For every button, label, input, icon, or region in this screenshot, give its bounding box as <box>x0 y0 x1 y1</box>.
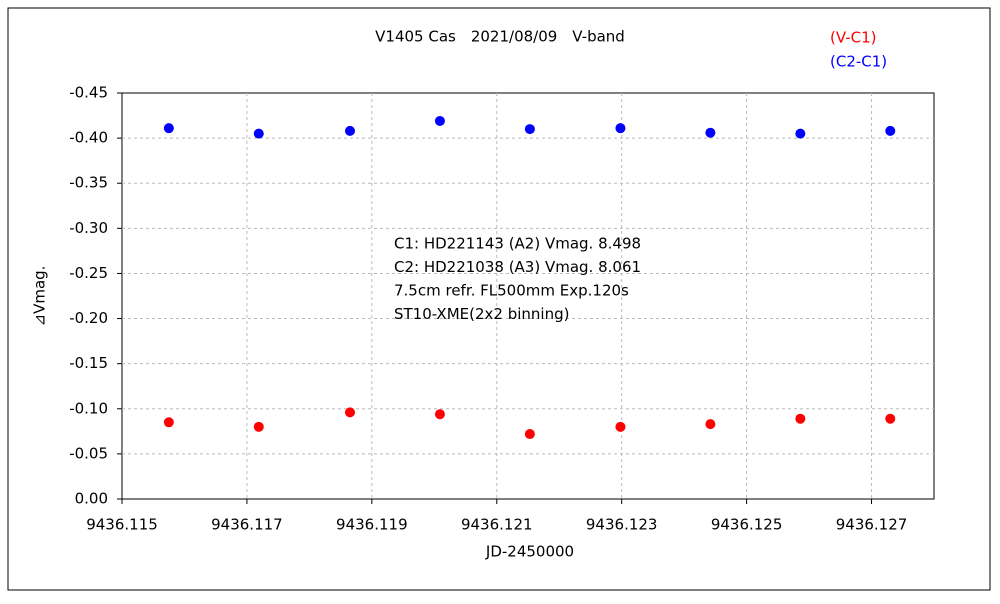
x-tick-label: 9436.125 <box>711 516 783 534</box>
legend-entry: (V-C1) <box>830 29 877 47</box>
legend-entry: (C2-C1) <box>830 53 887 71</box>
x-tick-label: 9436.121 <box>461 516 533 534</box>
y-tick-label: -0.15 <box>69 354 108 372</box>
y-axis-label: ⊿Vmag. <box>31 266 49 327</box>
y-tick-label: -0.25 <box>69 264 108 282</box>
data-point <box>524 124 535 135</box>
data-point <box>795 128 806 139</box>
y-tick-label: -0.30 <box>69 219 108 237</box>
data-point <box>163 417 174 428</box>
x-tick-label: 9436.117 <box>211 516 283 534</box>
data-point <box>253 421 264 432</box>
y-tick-label: -0.45 <box>69 84 108 102</box>
y-tick-label: -0.05 <box>69 444 108 462</box>
x-tick-label: 9436.127 <box>836 516 908 534</box>
y-tick-label: -0.35 <box>69 174 108 192</box>
data-point <box>344 125 355 136</box>
data-point <box>885 413 896 424</box>
data-point <box>705 419 716 430</box>
annotation: C1: HD221143 (A2) Vmag. 8.498 <box>394 235 641 253</box>
y-tick-label: -0.10 <box>69 399 108 417</box>
data-point <box>524 429 535 440</box>
annotation: 7.5cm refr. FL500mm Exp.120s <box>394 282 629 300</box>
data-point <box>615 123 626 134</box>
data-point <box>615 421 626 432</box>
y-tick-label: -0.40 <box>69 129 108 147</box>
data-point <box>253 128 264 139</box>
y-tick-label: 0.00 <box>75 490 108 508</box>
x-tick-label: 9436.123 <box>586 516 658 534</box>
annotation: C2: HD221038 (A3) Vmag. 8.061 <box>394 258 641 276</box>
x-tick-label: 9436.115 <box>86 516 158 534</box>
data-point <box>885 125 896 136</box>
data-point <box>795 413 806 424</box>
data-point <box>163 123 174 134</box>
data-point <box>434 409 445 420</box>
x-axis-label: JD-2450000 <box>485 543 574 561</box>
data-point <box>434 115 445 126</box>
annotation: ST10-XME(2x2 binning) <box>394 305 569 323</box>
data-point <box>344 407 355 418</box>
data-point <box>705 127 716 138</box>
y-tick-label: -0.20 <box>69 309 108 327</box>
chart-title: V1405 Cas 2021/08/09 V-band <box>375 28 625 46</box>
x-tick-label: 9436.119 <box>336 516 408 534</box>
